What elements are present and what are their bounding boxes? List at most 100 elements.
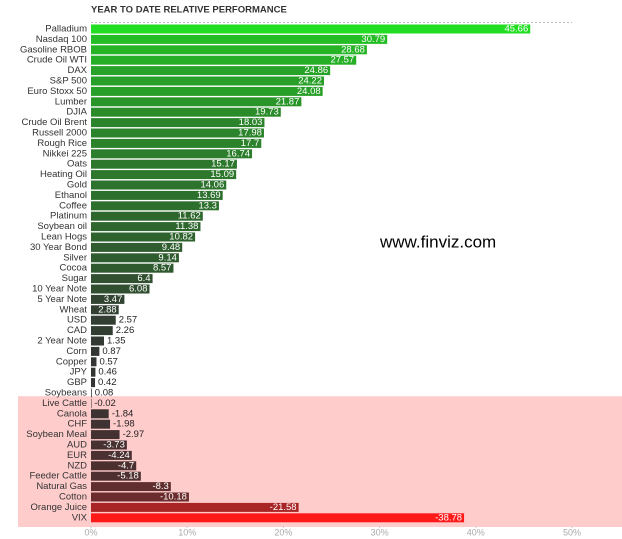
category-label: Palladium: [45, 24, 87, 35]
category-label: USD: [67, 315, 87, 326]
bar: [91, 430, 120, 440]
x-tick-label: 40%: [467, 527, 485, 537]
category-label: Lumber: [55, 96, 87, 107]
bar: [91, 180, 227, 190]
value-label: 1.35: [107, 336, 126, 347]
category-label: VIX: [72, 512, 88, 523]
value-label: -38.78: [435, 512, 462, 523]
value-label: -1.84: [112, 408, 134, 419]
value-label: 24.22: [298, 76, 322, 87]
category-label: Orange Juice: [30, 502, 87, 513]
value-label: 6.08: [129, 284, 148, 295]
value-label: 18.03: [239, 117, 263, 128]
value-label: 24.86: [304, 65, 328, 76]
watermark: www.finviz.com: [379, 232, 496, 251]
value-label: 9.14: [158, 252, 177, 263]
bar: [91, 461, 137, 471]
chart-title: YEAR TO DATE RELATIVE PERFORMANCE: [91, 5, 287, 16]
category-label: DAX: [67, 65, 87, 76]
bar: [91, 107, 281, 117]
category-label: Sugar: [62, 273, 87, 284]
bar: [91, 440, 127, 450]
category-label: Canola: [57, 408, 88, 419]
bar: [91, 222, 201, 232]
bar: [91, 284, 150, 294]
category-label: Soybeans: [45, 388, 88, 399]
bar: [91, 357, 97, 367]
value-label: 11.62: [178, 211, 201, 222]
value-label: 0.87: [102, 346, 121, 357]
category-label: Live Cattle: [42, 398, 87, 409]
bar: [91, 118, 265, 128]
value-label: -8.3: [152, 481, 168, 492]
bar: [91, 419, 111, 429]
value-label: 27.57: [330, 55, 354, 66]
category-label: Ethanol: [55, 190, 87, 201]
category-label: 30 Year Bond: [30, 242, 87, 253]
value-label: 13.69: [197, 190, 221, 201]
value-label: -4.24: [108, 450, 130, 461]
value-label: 0.57: [99, 356, 118, 367]
category-label: Heating Oil: [40, 169, 87, 180]
category-label: Cocoa: [60, 263, 88, 274]
category-label: Gasoline RBOB: [20, 44, 87, 55]
category-label: Crude Oil Brent: [22, 117, 88, 128]
bar: [91, 326, 113, 336]
value-label: 28.68: [341, 44, 365, 55]
category-label: Crude Oil WTI: [27, 55, 87, 66]
bar: [91, 263, 174, 273]
category-label: Russell 2000: [32, 128, 87, 139]
value-label: 0.08: [95, 388, 114, 399]
bar: [91, 86, 323, 96]
bar: [91, 201, 219, 211]
value-label: -4.7: [118, 460, 134, 471]
value-label: 14.06: [200, 180, 224, 191]
category-label: S&P 500: [50, 76, 87, 87]
value-label: 9.48: [162, 242, 181, 253]
value-label: 6.4: [137, 273, 150, 284]
x-tick-label: 30%: [371, 527, 389, 537]
bar: [91, 315, 116, 325]
bar: [91, 502, 299, 512]
bar: [91, 149, 253, 159]
category-label: Copper: [56, 356, 87, 367]
value-label: -10.18: [160, 492, 187, 503]
bar: [91, 45, 367, 55]
category-label: 10 Year Note: [32, 284, 87, 295]
category-label: Cotton: [59, 492, 87, 503]
category-label: AUD: [67, 440, 87, 451]
category-label: Oats: [67, 159, 87, 170]
category-label: Rough Rice: [37, 138, 87, 149]
value-label: 0.42: [98, 377, 117, 388]
category-label: 2 Year Note: [37, 336, 87, 347]
value-label: 45.66: [504, 24, 528, 35]
category-label: NZD: [67, 460, 87, 471]
category-label: Nasdaq 100: [36, 34, 87, 45]
bar: [91, 336, 104, 346]
category-label: Natural Gas: [36, 481, 87, 492]
value-label: -1.98: [113, 419, 135, 430]
bar: [91, 378, 96, 388]
bar: [91, 190, 223, 200]
value-label: 15.09: [210, 169, 234, 180]
category-label: Feeder Cattle: [29, 471, 87, 482]
bar: [91, 34, 388, 44]
x-tick-label: 50%: [563, 527, 581, 537]
bar: [91, 159, 237, 169]
value-label: 2.57: [119, 315, 137, 326]
value-label: 2.88: [98, 304, 117, 315]
category-label: Soybean oil: [37, 221, 87, 232]
value-label: -21.58: [270, 502, 297, 513]
bar: [91, 471, 141, 481]
value-label: -5.18: [117, 471, 139, 482]
category-label: Nikkei 225: [43, 148, 87, 159]
bar: [91, 482, 171, 492]
bar: [91, 450, 132, 460]
bar: [91, 242, 183, 252]
bar: [91, 66, 331, 76]
bar: [91, 97, 302, 107]
value-label: 30.79: [361, 34, 385, 45]
category-label: Soybean Meal: [26, 429, 87, 440]
value-label: 10.82: [169, 232, 193, 243]
value-label: 15.17: [211, 159, 235, 170]
